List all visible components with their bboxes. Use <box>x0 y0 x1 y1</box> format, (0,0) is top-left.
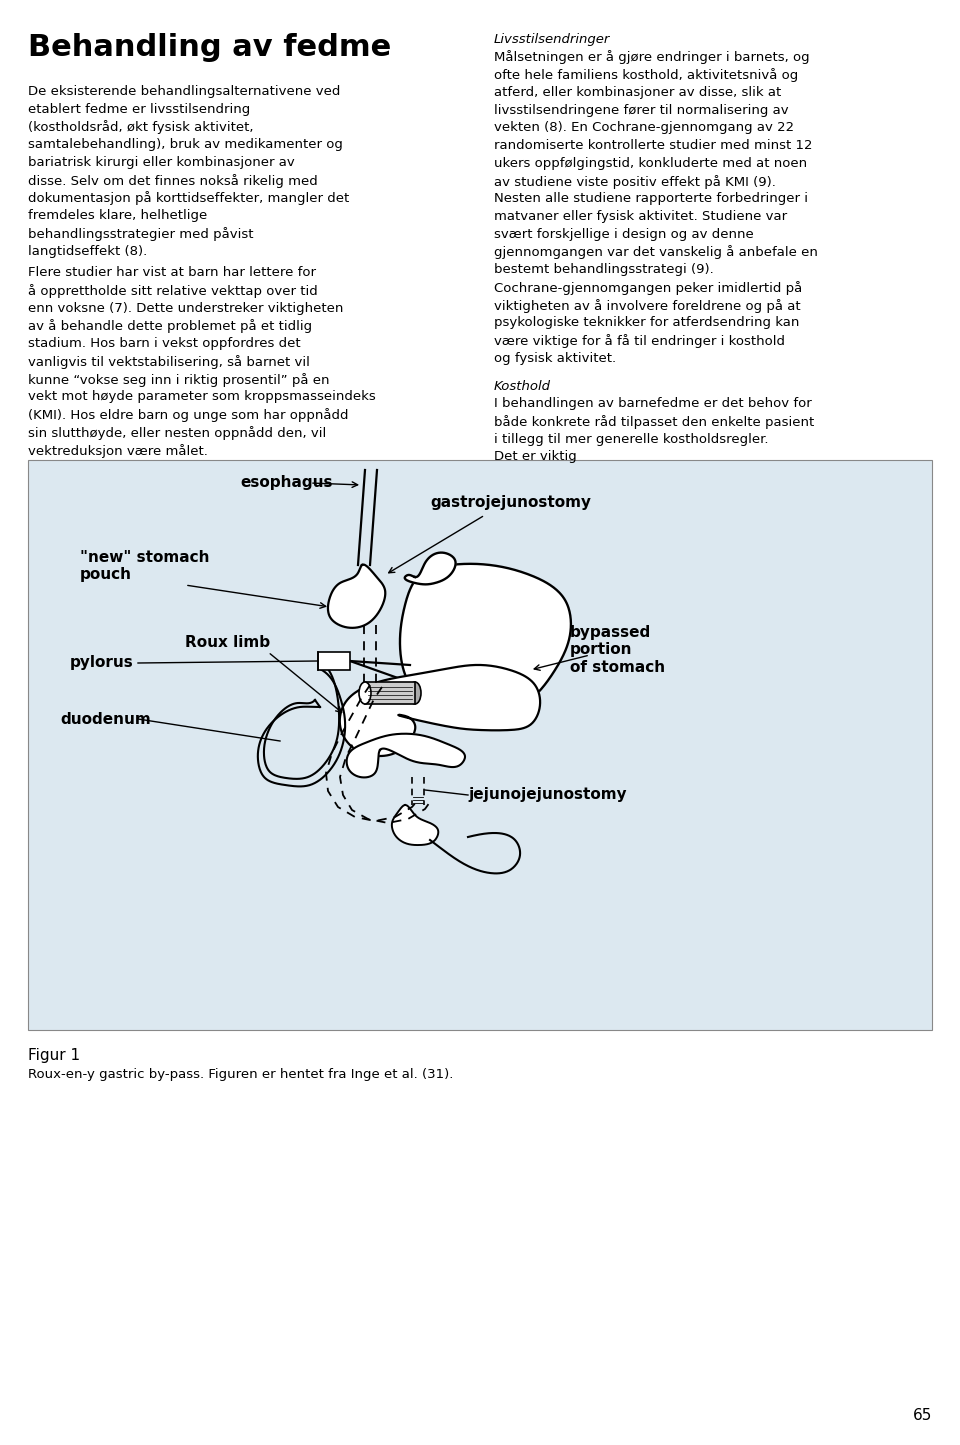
Polygon shape <box>405 552 456 584</box>
Text: Målsetningen er å gjøre endringer i barnets, og: Målsetningen er å gjøre endringer i barn… <box>494 51 809 65</box>
Text: (kostholdsråd, økt fysisk aktivitet,: (kostholdsråd, økt fysisk aktivitet, <box>28 120 253 134</box>
Bar <box>365 682 415 704</box>
Text: stadium. Hos barn i vekst oppfordres det: stadium. Hos barn i vekst oppfordres det <box>28 337 300 350</box>
Text: Det er viktig: Det er viktig <box>494 451 577 464</box>
Text: pylorus: pylorus <box>70 656 133 670</box>
Text: vektreduksjon være målet.: vektreduksjon være målet. <box>28 444 208 458</box>
Text: viktigheten av å involvere foreldrene og på at: viktigheten av å involvere foreldrene og… <box>494 299 801 312</box>
Text: Nesten alle studiene rapporterte forbedringer i: Nesten alle studiene rapporterte forbedr… <box>494 192 808 205</box>
Text: "new" stomach
pouch: "new" stomach pouch <box>80 551 209 582</box>
Text: duodenum: duodenum <box>60 711 151 727</box>
Text: sin slutthøyde, eller nesten oppnådd den, vil: sin slutthøyde, eller nesten oppnådd den… <box>28 426 326 439</box>
Text: gjennomgangen var det vanskelig å anbefale en: gjennomgangen var det vanskelig å anbefa… <box>494 246 818 260</box>
Text: av studiene viste positiv effekt på KMI (9).: av studiene viste positiv effekt på KMI … <box>494 175 776 188</box>
Text: i tillegg til mer generelle kostholdsregler.: i tillegg til mer generelle kostholdsreg… <box>494 432 769 445</box>
Text: vanligvis til vektstabilisering, så barnet vil: vanligvis til vektstabilisering, så barn… <box>28 355 310 368</box>
Text: av å behandle dette problemet på et tidlig: av å behandle dette problemet på et tidl… <box>28 319 312 334</box>
Text: å opprettholde sitt relative vekttap over tid: å opprettholde sitt relative vekttap ove… <box>28 285 318 298</box>
Text: vekten (8). En Cochrane-gjennomgang av 22: vekten (8). En Cochrane-gjennomgang av 2… <box>494 121 794 134</box>
Text: Roux-en-y gastric by-pass. Figuren er hentet fra Inge et al. (31).: Roux-en-y gastric by-pass. Figuren er he… <box>28 1068 453 1081</box>
Text: I behandlingen av barnefedme er det behov for: I behandlingen av barnefedme er det beho… <box>494 397 812 410</box>
Text: være viktige for å få til endringer i kosthold: være viktige for å få til endringer i ko… <box>494 334 785 348</box>
Text: ukers oppfølgingstid, konkluderte med at noen: ukers oppfølgingstid, konkluderte med at… <box>494 158 807 171</box>
Text: vekt mot høyde parameter som kroppsmasseindeks: vekt mot høyde parameter som kroppsmasse… <box>28 390 375 403</box>
Text: Livsstilsendringer: Livsstilsendringer <box>494 33 611 46</box>
Text: (KMI). Hos eldre barn og unge som har oppnådd: (KMI). Hos eldre barn og unge som har op… <box>28 407 348 422</box>
Text: bariatrisk kirurgi eller kombinasjoner av: bariatrisk kirurgi eller kombinasjoner a… <box>28 156 295 169</box>
Text: disse. Selv om det finnes nokså rikelig med: disse. Selv om det finnes nokså rikelig … <box>28 173 318 188</box>
Text: svært forskjellige i design og av denne: svært forskjellige i design og av denne <box>494 228 754 241</box>
Text: og fysisk aktivitet.: og fysisk aktivitet. <box>494 353 616 366</box>
Ellipse shape <box>409 682 421 704</box>
Text: langtidseffekt (8).: langtidseffekt (8). <box>28 244 147 257</box>
Polygon shape <box>392 805 439 845</box>
Text: livsstilsendringene fører til normalisering av: livsstilsendringene fører til normaliser… <box>494 104 788 117</box>
Text: Figur 1: Figur 1 <box>28 1048 80 1064</box>
Text: jejunojejunostomy: jejunojejunostomy <box>468 788 627 802</box>
Text: samtalebehandling), bruk av medikamenter og: samtalebehandling), bruk av medikamenter… <box>28 139 343 152</box>
Polygon shape <box>328 565 385 629</box>
Text: behandlingsstrategier med påvist: behandlingsstrategier med påvist <box>28 227 253 241</box>
Text: Kosthold: Kosthold <box>494 380 551 393</box>
Text: ofte hele familiens kosthold, aktivitetsnivå og: ofte hele familiens kosthold, aktivitets… <box>494 68 799 82</box>
Text: atferd, eller kombinasjoner av disse, slik at: atferd, eller kombinasjoner av disse, sl… <box>494 85 781 98</box>
Text: Roux limb: Roux limb <box>185 634 270 650</box>
Text: Flere studier har vist at barn har lettere for: Flere studier har vist at barn har lette… <box>28 266 316 279</box>
Polygon shape <box>347 734 465 777</box>
Text: fremdeles klare, helhetlige: fremdeles klare, helhetlige <box>28 210 207 223</box>
Text: esophagus: esophagus <box>240 475 332 490</box>
Text: bestemt behandlingsstrategi (9).: bestemt behandlingsstrategi (9). <box>494 263 713 276</box>
Text: dokumentasjon på korttidseffekter, mangler det: dokumentasjon på korttidseffekter, mangl… <box>28 191 349 205</box>
Text: kunne “vokse seg inn i riktig prosentil” på en: kunne “vokse seg inn i riktig prosentil”… <box>28 373 329 387</box>
Text: De eksisterende behandlingsalternativene ved: De eksisterende behandlingsalternativene… <box>28 85 341 98</box>
Bar <box>318 652 350 670</box>
Text: 65: 65 <box>913 1407 932 1423</box>
Polygon shape <box>400 564 571 717</box>
Text: enn voksne (7). Dette understreker viktigheten: enn voksne (7). Dette understreker vikti… <box>28 302 344 315</box>
Text: Behandling av fedme: Behandling av fedme <box>28 33 392 62</box>
Polygon shape <box>340 665 540 756</box>
Text: etablert fedme er livsstilsendring: etablert fedme er livsstilsendring <box>28 103 251 116</box>
Text: Cochrane-gjennomgangen peker imidlertid på: Cochrane-gjennomgangen peker imidlertid … <box>494 280 803 295</box>
Text: matvaner eller fysisk aktivitet. Studiene var: matvaner eller fysisk aktivitet. Studien… <box>494 210 787 223</box>
Bar <box>28 460 932 1030</box>
Text: gastrojejunostomy: gastrojejunostomy <box>430 496 591 510</box>
Ellipse shape <box>359 682 371 704</box>
Text: psykologiske teknikker for atferdsendring kan: psykologiske teknikker for atferdsendrin… <box>494 316 800 329</box>
Text: både konkrete råd tilpasset den enkelte pasient: både konkrete råd tilpasset den enkelte … <box>494 415 814 429</box>
Text: randomiserte kontrollerte studier med minst 12: randomiserte kontrollerte studier med mi… <box>494 139 812 152</box>
Text: bypassed
portion
of stomach: bypassed portion of stomach <box>570 626 665 675</box>
